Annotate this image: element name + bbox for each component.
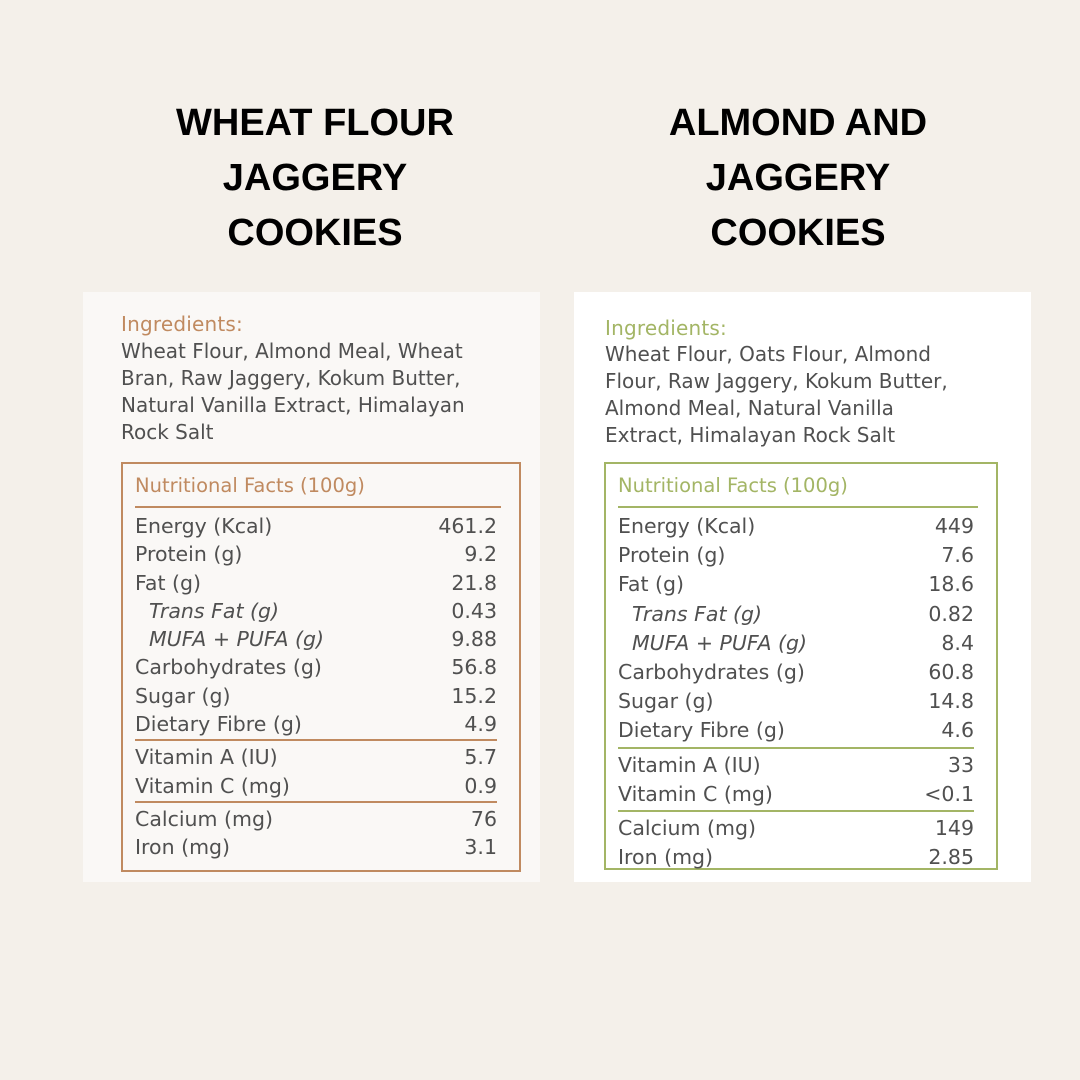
nutrient-value: 0.43 (451, 598, 497, 623)
nutrient-label: Calcium (mg) (618, 815, 756, 840)
divider (135, 800, 497, 803)
nutrient-value: 15.2 (451, 683, 497, 708)
nutrient-row: Carbohydrates (g) 56.8 (135, 653, 497, 681)
nutrient-label: Trans Fat (g) (632, 601, 763, 626)
nutrient-value: 461.2 (438, 514, 497, 538)
nutrient-value: 60.8 (928, 659, 974, 684)
nutrient-label: Carbohydrates (g) (135, 655, 322, 680)
nutrient-row: Vitamin A (IU) 33 (618, 751, 974, 780)
nutrient-label: Dietary Fibre (g) (618, 718, 785, 743)
nutrient-row: Trans Fat (g) 0.43 (135, 597, 497, 625)
nutrient-label: Dietary Fibre (g) (135, 712, 302, 737)
nutrient-value: <0.1 (924, 781, 974, 806)
nutrient-label: Calcium (mg) (135, 806, 273, 831)
nutrient-row: Fat (g) 18.6 (618, 570, 974, 599)
divider (618, 809, 974, 812)
divider (618, 506, 978, 508)
divider (135, 739, 497, 742)
nutrition-facts-title: Nutritional Facts (100g) (135, 474, 365, 497)
nutrient-row: Trans Fat (g) 0.82 (618, 600, 974, 629)
nutrient-row: Energy (Kcal) 449 (618, 512, 974, 541)
nutrient-rows: Energy (Kcal) 449 Protein (g) 7.6 Fat (g) 18.… (618, 512, 974, 872)
title-line: COOKIES (710, 212, 886, 254)
nutrient-value: 2.85 (928, 845, 974, 870)
nutrient-label: Energy (Kcal) (135, 514, 273, 538)
nutrient-row: Energy (Kcal) 461.2 (135, 512, 497, 540)
nutrient-value: 9.88 (451, 627, 497, 652)
divider (618, 746, 974, 749)
title-line: JAGGERY (705, 157, 891, 199)
nutrition-card: Ingredients: Wheat Flour, Oats Flour, Alm… (574, 292, 1031, 882)
title-line: COOKIES (227, 212, 403, 254)
nutrient-label: Fat (g) (135, 570, 202, 595)
ingredients-text: Wheat Flour, Almond Meal, Wheat Bran, Ra… (121, 339, 465, 444)
product-title: ALMOND AND JAGGERY COOKIES (588, 96, 1008, 261)
nutrient-label: Vitamin C (mg) (618, 781, 773, 806)
nutrition-card: Ingredients: Wheat Flour, Almond Meal, Wh… (83, 292, 540, 882)
nutrient-row: Vitamin A (IU) 5.7 (135, 743, 497, 771)
ingredients-label: Ingredients: (121, 312, 243, 336)
nutrient-row: Iron (mg) 3.1 (135, 833, 497, 861)
nutrient-value: 9.2 (464, 542, 497, 567)
nutrient-row: Protein (g) 9.2 (135, 540, 497, 568)
nutrient-value: 5.7 (464, 745, 497, 770)
nutrition-facts-table: Nutritional Facts (100g) Energy (Kcal) 461… (121, 462, 521, 872)
nutrient-row: Sugar (g) 15.2 (135, 682, 497, 710)
nutrient-row: Vitamin C (mg) 0.9 (135, 772, 497, 800)
nutrient-label: Carbohydrates (g) (618, 659, 805, 684)
ingredients-label: Ingredients: (605, 316, 727, 340)
nutrient-row: Fat (g) 21.8 (135, 569, 497, 597)
nutrient-value: 4.6 (941, 718, 974, 743)
nutrient-row: Protein (g) 7.6 (618, 541, 974, 570)
nutrient-value: 7.6 (941, 543, 974, 568)
nutrition-facts-table: Nutritional Facts (100g) Energy (Kcal) 449… (604, 462, 998, 870)
nutrient-row: MUFA + PUFA (g) 9.88 (135, 625, 497, 653)
nutrient-label: Sugar (g) (618, 689, 714, 714)
nutrient-label: Sugar (g) (135, 683, 231, 708)
nutrient-value: 76 (470, 806, 497, 831)
nutrient-label: Vitamin A (IU) (618, 752, 761, 777)
title-line: JAGGERY (222, 157, 408, 199)
nutrient-row: Vitamin C (mg) <0.1 (618, 780, 974, 809)
nutrient-row: Calcium (mg) 149 (618, 814, 974, 843)
nutrient-row: Iron (mg) 2.85 (618, 843, 974, 872)
product-title: WHEAT FLOUR JAGGERY COOKIES (105, 96, 525, 261)
nutrient-rows: Energy (Kcal) 461.2 Protein (g) 9.2 Fat (g) 2… (135, 512, 497, 862)
nutrient-value: 14.8 (928, 689, 974, 714)
nutrient-row: MUFA + PUFA (g) 8.4 (618, 629, 974, 658)
nutrient-label: Energy (Kcal) (618, 514, 756, 538)
nutrient-value: 56.8 (451, 655, 497, 680)
nutrient-row: Dietary Fibre (g) 4.9 (135, 710, 497, 738)
nutrient-value: 18.6 (928, 572, 974, 597)
nutrient-value: 449 (934, 514, 974, 538)
nutrient-label: Vitamin A (IU) (135, 745, 278, 770)
nutrient-row: Carbohydrates (g) 60.8 (618, 658, 974, 687)
nutrient-value: 33 (947, 752, 974, 777)
nutrient-label: Trans Fat (g) (149, 598, 280, 623)
nutrient-label: MUFA + PUFA (g) (632, 630, 808, 655)
nutrient-label: Protein (g) (135, 542, 243, 567)
nutrient-value: 4.9 (464, 712, 497, 737)
nutrient-row: Sugar (g) 14.8 (618, 687, 974, 716)
title-line: ALMOND AND (668, 102, 928, 144)
nutrition-facts-title: Nutritional Facts (100g) (618, 474, 848, 497)
title-line: WHEAT FLOUR (176, 102, 454, 144)
nutrient-value: 0.82 (928, 601, 974, 626)
nutrient-value: 21.8 (451, 570, 497, 595)
divider (135, 506, 501, 508)
nutrient-row: Calcium (mg) 76 (135, 805, 497, 833)
nutrient-value: 3.1 (464, 835, 497, 860)
nutrient-label: MUFA + PUFA (g) (149, 627, 325, 652)
nutrient-label: Iron (mg) (135, 835, 231, 860)
nutrient-label: Iron (mg) (618, 845, 714, 870)
nutrient-value: 0.9 (464, 773, 497, 798)
nutrient-label: Vitamin C (mg) (135, 773, 290, 798)
nutrient-value: 149 (934, 815, 974, 840)
nutrient-value: 8.4 (941, 630, 974, 655)
nutrient-label: Protein (g) (618, 543, 726, 568)
ingredients-text: Wheat Flour, Oats Flour, Almond Flour, R… (605, 342, 948, 447)
nutrient-row: Dietary Fibre (g) 4.6 (618, 716, 974, 745)
nutrient-label: Fat (g) (618, 572, 685, 597)
